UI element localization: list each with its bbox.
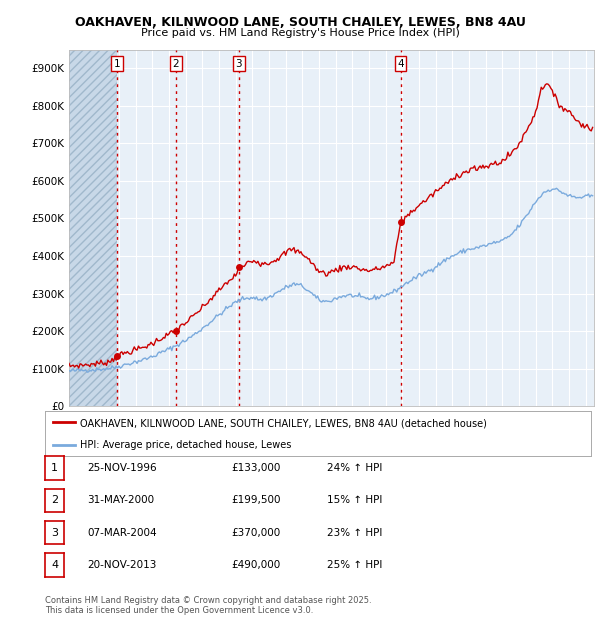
Text: OAKHAVEN, KILNWOOD LANE, SOUTH CHAILEY, LEWES, BN8 4AU (detached house): OAKHAVEN, KILNWOOD LANE, SOUTH CHAILEY, … bbox=[80, 418, 487, 428]
Text: 31-MAY-2000: 31-MAY-2000 bbox=[87, 495, 154, 505]
Text: 2: 2 bbox=[51, 495, 58, 505]
Text: £199,500: £199,500 bbox=[231, 495, 281, 505]
Text: 2: 2 bbox=[173, 58, 179, 69]
Text: OAKHAVEN, KILNWOOD LANE, SOUTH CHAILEY, LEWES, BN8 4AU: OAKHAVEN, KILNWOOD LANE, SOUTH CHAILEY, … bbox=[74, 16, 526, 29]
Text: 07-MAR-2004: 07-MAR-2004 bbox=[87, 528, 157, 538]
Text: 1: 1 bbox=[51, 463, 58, 473]
Text: 20-NOV-2013: 20-NOV-2013 bbox=[87, 560, 157, 570]
Text: Contains HM Land Registry data © Crown copyright and database right 2025.
This d: Contains HM Land Registry data © Crown c… bbox=[45, 596, 371, 615]
Text: £490,000: £490,000 bbox=[231, 560, 280, 570]
Text: 25% ↑ HPI: 25% ↑ HPI bbox=[327, 560, 382, 570]
Text: 4: 4 bbox=[51, 560, 58, 570]
Text: Price paid vs. HM Land Registry's House Price Index (HPI): Price paid vs. HM Land Registry's House … bbox=[140, 28, 460, 38]
Text: HPI: Average price, detached house, Lewes: HPI: Average price, detached house, Lewe… bbox=[80, 440, 292, 451]
Text: 15% ↑ HPI: 15% ↑ HPI bbox=[327, 495, 382, 505]
Text: 1: 1 bbox=[114, 58, 121, 69]
Text: £133,000: £133,000 bbox=[231, 463, 280, 473]
Text: 24% ↑ HPI: 24% ↑ HPI bbox=[327, 463, 382, 473]
Text: 23% ↑ HPI: 23% ↑ HPI bbox=[327, 528, 382, 538]
Text: 4: 4 bbox=[397, 58, 404, 69]
Text: 3: 3 bbox=[235, 58, 242, 69]
Text: 25-NOV-1996: 25-NOV-1996 bbox=[87, 463, 157, 473]
Bar bbox=[69, 50, 118, 406]
Text: £370,000: £370,000 bbox=[231, 528, 280, 538]
Text: 3: 3 bbox=[51, 528, 58, 538]
